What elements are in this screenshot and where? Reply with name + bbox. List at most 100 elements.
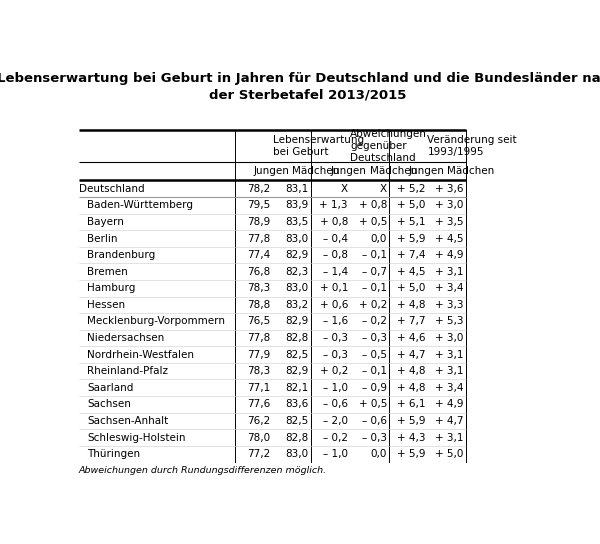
Text: 78,3: 78,3 xyxy=(247,366,270,376)
Text: + 3,3: + 3,3 xyxy=(435,300,463,310)
Text: 77,9: 77,9 xyxy=(247,350,270,360)
Text: + 0,2: + 0,2 xyxy=(320,366,348,376)
Text: + 3,1: + 3,1 xyxy=(435,366,463,376)
Text: + 5,0: + 5,0 xyxy=(397,200,425,211)
Text: – 1,6: – 1,6 xyxy=(323,317,348,326)
Text: + 0,2: + 0,2 xyxy=(359,300,387,310)
Text: 78,0: 78,0 xyxy=(247,432,270,442)
Text: Jungen: Jungen xyxy=(254,166,290,176)
Text: – 0,5: – 0,5 xyxy=(362,350,387,360)
Text: + 4,5: + 4,5 xyxy=(435,233,463,244)
Text: Thüringen: Thüringen xyxy=(87,449,140,459)
Text: + 3,5: + 3,5 xyxy=(435,217,463,227)
Text: – 0,1: – 0,1 xyxy=(362,366,387,376)
Text: + 7,7: + 7,7 xyxy=(397,317,425,326)
Text: 83,0: 83,0 xyxy=(286,449,308,459)
Text: – 0,1: – 0,1 xyxy=(362,283,387,293)
Text: 79,5: 79,5 xyxy=(247,200,270,211)
Text: + 0,5: + 0,5 xyxy=(359,399,387,409)
Text: + 1,3: + 1,3 xyxy=(319,200,348,211)
Text: Abweichungen durch Rundungsdifferenzen möglich.: Abweichungen durch Rundungsdifferenzen m… xyxy=(79,466,327,475)
Text: 78,2: 78,2 xyxy=(247,184,270,194)
Text: + 0,6: + 0,6 xyxy=(320,300,348,310)
Text: Berlin: Berlin xyxy=(87,233,118,244)
Text: Sachsen-Anhalt: Sachsen-Anhalt xyxy=(87,416,169,426)
Text: 77,2: 77,2 xyxy=(247,449,270,459)
Text: – 0,3: – 0,3 xyxy=(362,432,387,442)
Text: 83,9: 83,9 xyxy=(285,200,308,211)
Text: Mädchen: Mädchen xyxy=(446,166,494,176)
Text: 0,0: 0,0 xyxy=(371,449,387,459)
Text: 82,8: 82,8 xyxy=(285,333,308,343)
Text: X: X xyxy=(380,184,387,194)
Text: + 5,0: + 5,0 xyxy=(397,283,425,293)
Text: 77,8: 77,8 xyxy=(247,233,270,244)
Text: – 0,3: – 0,3 xyxy=(323,350,348,360)
Text: + 4,3: + 4,3 xyxy=(397,432,425,442)
Text: + 5,0: + 5,0 xyxy=(435,449,463,459)
Text: 78,9: 78,9 xyxy=(247,217,270,227)
Text: – 0,2: – 0,2 xyxy=(323,432,348,442)
Text: + 4,9: + 4,9 xyxy=(435,399,463,409)
Text: + 3,0: + 3,0 xyxy=(435,200,463,211)
Text: + 4,8: + 4,8 xyxy=(397,383,425,393)
Text: 77,4: 77,4 xyxy=(247,250,270,260)
Text: – 0,4: – 0,4 xyxy=(323,233,348,244)
Text: – 1,4: – 1,4 xyxy=(323,267,348,277)
Text: Lebenserwartung bei Geburt in Jahren für Deutschland und die Bundesländer nach
d: Lebenserwartung bei Geburt in Jahren für… xyxy=(0,72,600,102)
Text: 82,9: 82,9 xyxy=(285,250,308,260)
Text: + 4,8: + 4,8 xyxy=(397,300,425,310)
Text: + 4,7: + 4,7 xyxy=(435,416,463,426)
Text: – 2,0: – 2,0 xyxy=(323,416,348,426)
Text: 76,5: 76,5 xyxy=(247,317,270,326)
Text: – 0,9: – 0,9 xyxy=(362,383,387,393)
Text: Hessen: Hessen xyxy=(87,300,125,310)
Text: + 4,7: + 4,7 xyxy=(397,350,425,360)
Text: 76,8: 76,8 xyxy=(247,267,270,277)
Text: Mädchen: Mädchen xyxy=(292,166,339,176)
Text: + 5,9: + 5,9 xyxy=(397,233,425,244)
Text: + 3,6: + 3,6 xyxy=(435,184,463,194)
Text: Mecklenburg-Vorpommern: Mecklenburg-Vorpommern xyxy=(87,317,225,326)
Text: + 5,9: + 5,9 xyxy=(397,416,425,426)
Text: + 3,1: + 3,1 xyxy=(435,350,463,360)
Text: Bremen: Bremen xyxy=(87,267,128,277)
Text: 82,1: 82,1 xyxy=(285,383,308,393)
Text: 82,5: 82,5 xyxy=(285,350,308,360)
Text: X: X xyxy=(341,184,348,194)
Text: + 3,1: + 3,1 xyxy=(435,267,463,277)
Text: Niedersachsen: Niedersachsen xyxy=(87,333,164,343)
Text: 83,5: 83,5 xyxy=(285,217,308,227)
Text: Bayern: Bayern xyxy=(87,217,124,227)
Text: + 7,4: + 7,4 xyxy=(397,250,425,260)
Text: 78,8: 78,8 xyxy=(247,300,270,310)
Text: Schleswig-Holstein: Schleswig-Holstein xyxy=(87,432,185,442)
Text: 76,2: 76,2 xyxy=(247,416,270,426)
Text: Abweichungen
gegenüber
Deutschland: Abweichungen gegenüber Deutschland xyxy=(350,128,427,163)
Text: 77,1: 77,1 xyxy=(247,383,270,393)
Text: 83,6: 83,6 xyxy=(285,399,308,409)
Text: Sachsen: Sachsen xyxy=(87,399,131,409)
Text: – 0,7: – 0,7 xyxy=(362,267,387,277)
Text: Saarland: Saarland xyxy=(87,383,133,393)
Text: Lebenserwartung
bei Geburt: Lebenserwartung bei Geburt xyxy=(273,135,364,157)
Text: + 4,5: + 4,5 xyxy=(397,267,425,277)
Text: – 0,3: – 0,3 xyxy=(323,333,348,343)
Text: + 5,1: + 5,1 xyxy=(397,217,425,227)
Text: 83,2: 83,2 xyxy=(285,300,308,310)
Text: 0,0: 0,0 xyxy=(371,233,387,244)
Text: + 4,9: + 4,9 xyxy=(435,250,463,260)
Text: Jungen: Jungen xyxy=(331,166,367,176)
Text: 77,8: 77,8 xyxy=(247,333,270,343)
Text: + 3,1: + 3,1 xyxy=(435,432,463,442)
Text: 82,8: 82,8 xyxy=(285,432,308,442)
Text: + 4,8: + 4,8 xyxy=(397,366,425,376)
Text: + 0,1: + 0,1 xyxy=(320,283,348,293)
Text: – 0,1: – 0,1 xyxy=(362,250,387,260)
Text: – 0,6: – 0,6 xyxy=(323,399,348,409)
Text: + 0,8: + 0,8 xyxy=(359,200,387,211)
Text: Deutschland: Deutschland xyxy=(79,184,145,194)
Text: 82,5: 82,5 xyxy=(285,416,308,426)
Text: Rheinland-Pfalz: Rheinland-Pfalz xyxy=(87,366,168,376)
Text: + 5,2: + 5,2 xyxy=(397,184,425,194)
